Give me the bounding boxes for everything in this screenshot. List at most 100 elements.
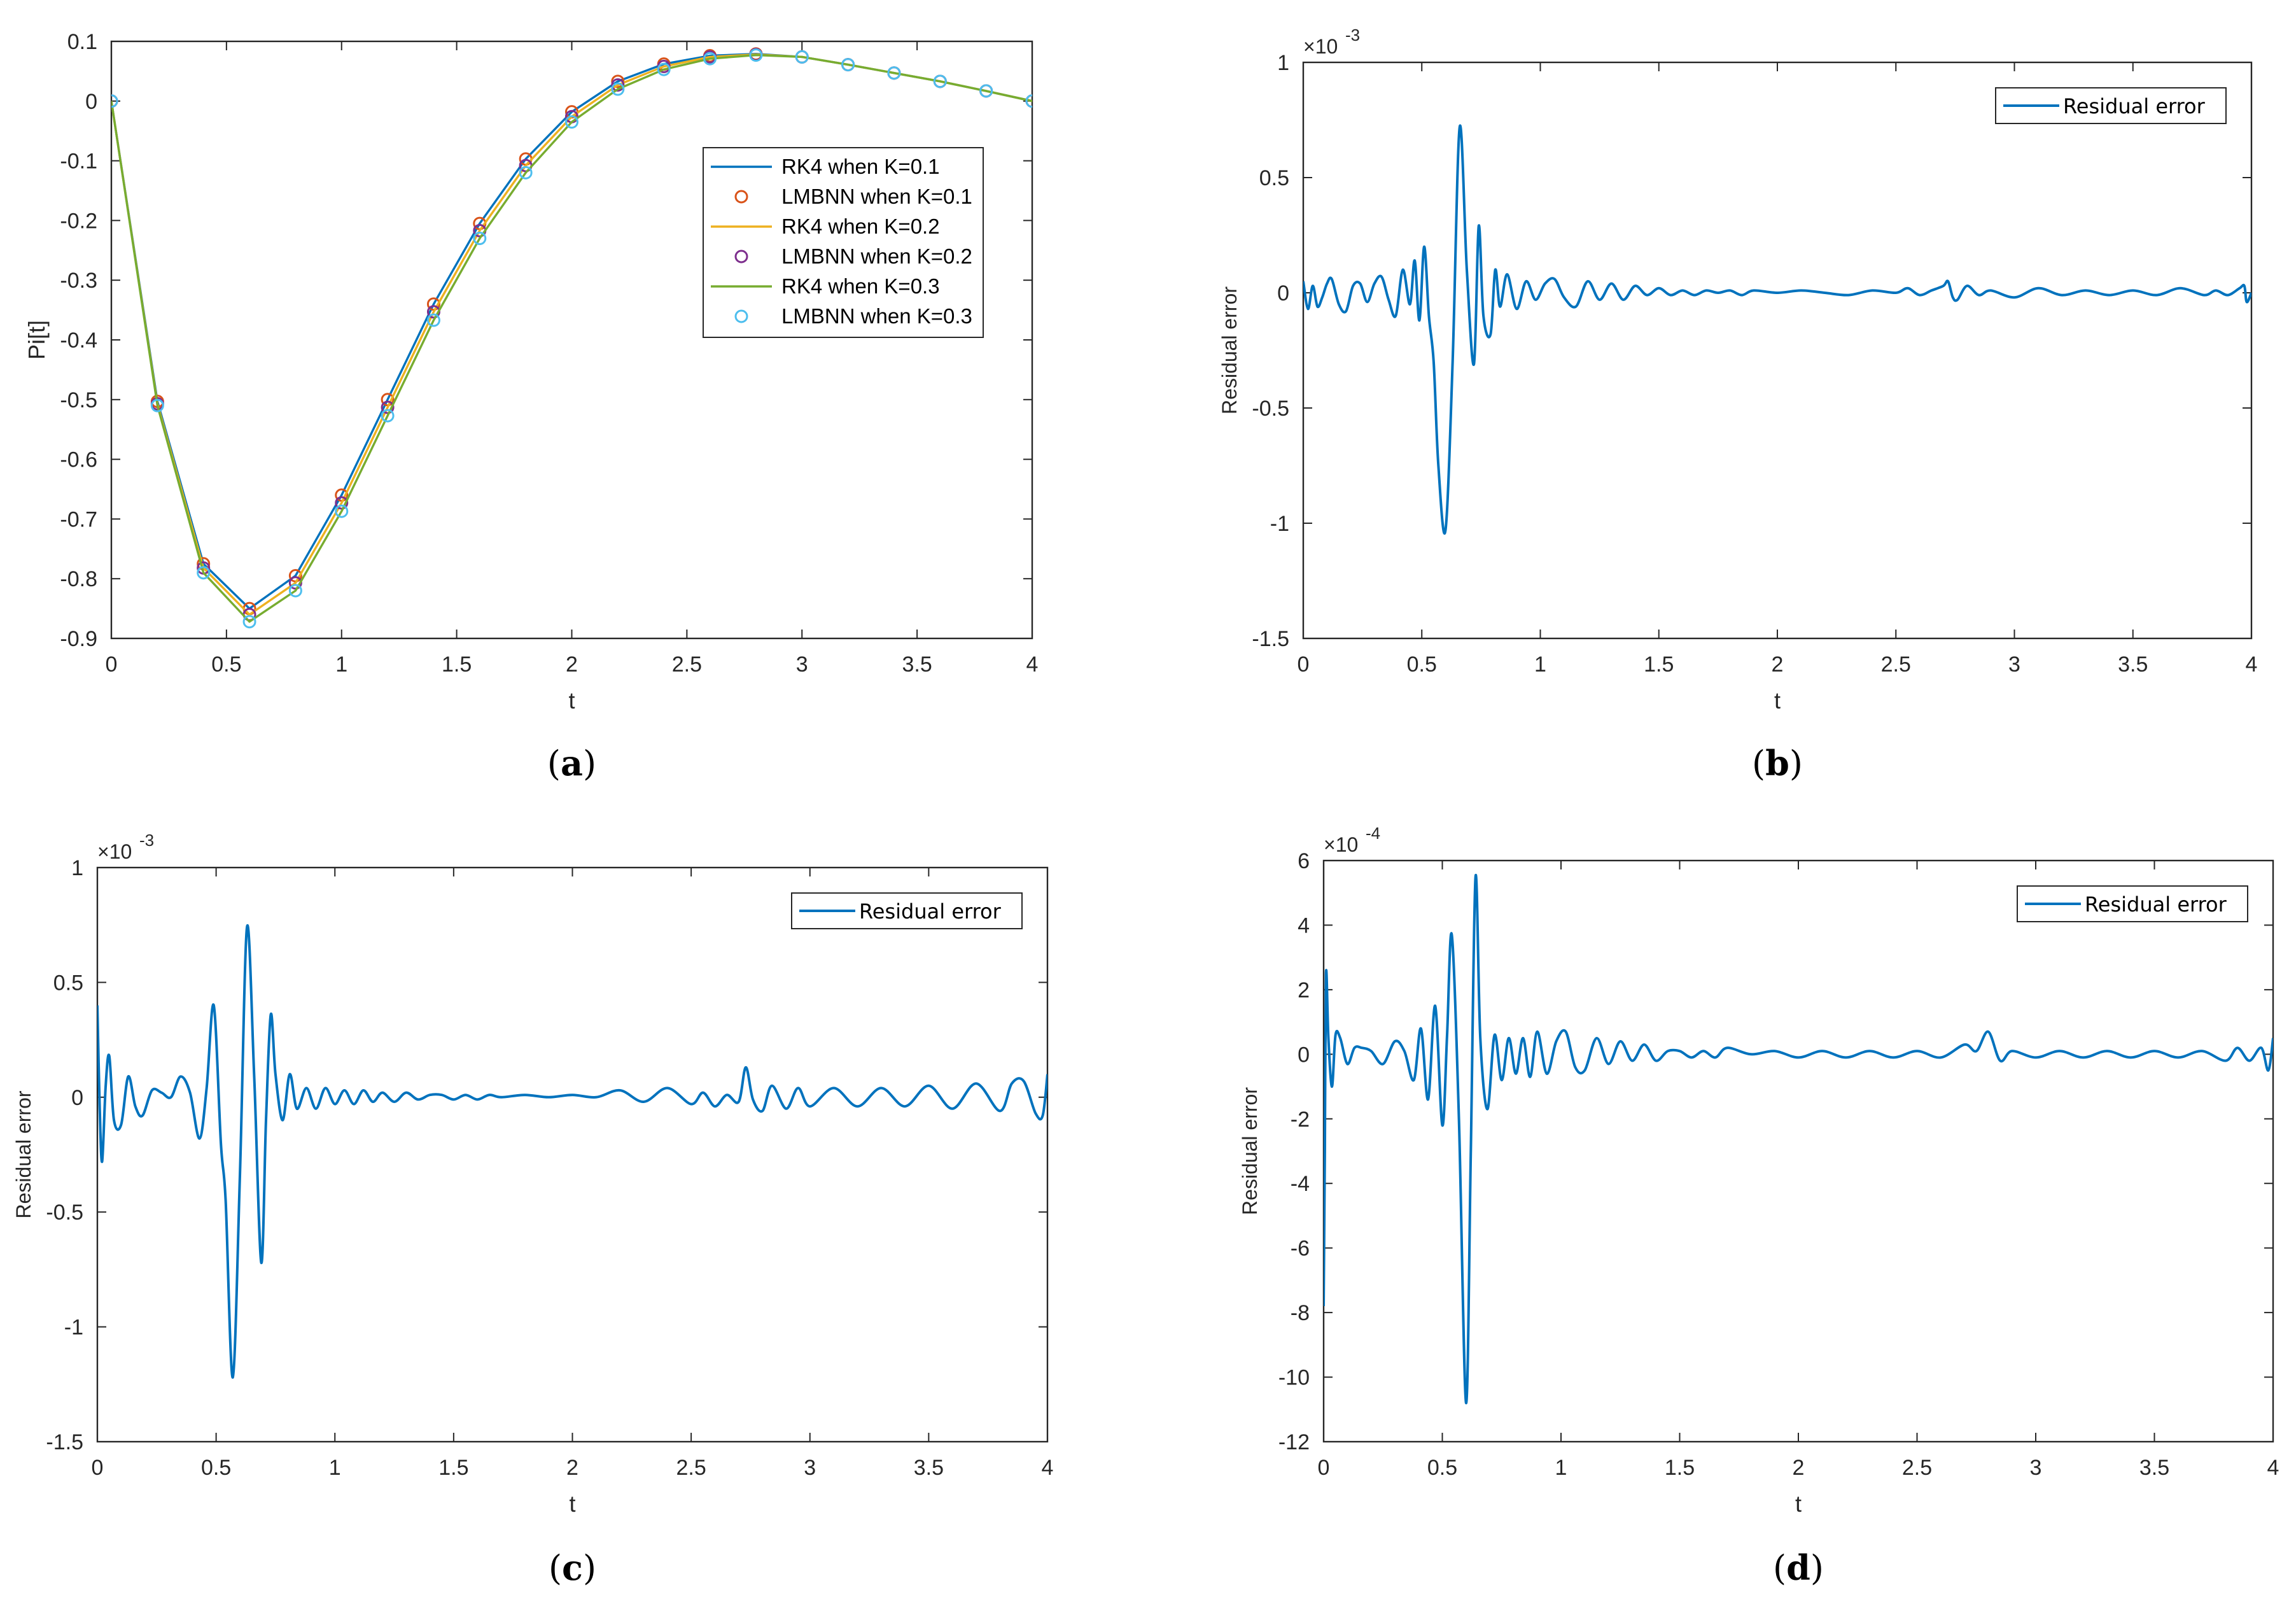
x-tick-label: 3 <box>2008 652 2020 677</box>
x-tick-label: 3.5 <box>902 652 932 677</box>
y-axis-label: Residual error <box>1218 286 1241 414</box>
data-point-lmbnn-k03 <box>657 62 671 76</box>
x-tick-label: 1 <box>1534 652 1546 677</box>
x-tick-label: 1 <box>329 1456 341 1480</box>
series-line-residual <box>1324 873 2273 1405</box>
data-point-lmbnn-k03 <box>335 504 349 518</box>
data-point-lmbnn-k02 <box>611 78 625 92</box>
x-tick-label: 2.5 <box>1902 1456 1932 1480</box>
axis-exponent-power: -4 <box>1366 824 1380 843</box>
data-layer <box>1324 873 2273 1405</box>
data-point-lmbnn-k03 <box>979 84 993 98</box>
y-tick-label: -1.5 <box>46 1430 83 1454</box>
series-line-residual <box>1303 124 2251 535</box>
x-tick-label: 0 <box>1298 652 1310 677</box>
x-tick-label: 2 <box>1793 1456 1805 1480</box>
data-point-lmbnn-k02 <box>335 496 349 510</box>
y-tick-label: 0 <box>71 1086 83 1110</box>
y-tick-label: 0 <box>1277 281 1289 306</box>
panel-caption: (b) <box>1752 743 1803 784</box>
legend-marker <box>734 190 748 204</box>
caption-paren-close: ) <box>583 743 596 784</box>
x-tick-label: 3.5 <box>2118 652 2148 677</box>
data-point-lmbnn-k03 <box>197 566 211 580</box>
legend-label: LMBNN when K=0.3 <box>781 304 972 328</box>
y-tick-label: -0.2 <box>60 209 97 233</box>
x-tick-label: 0.5 <box>211 652 241 677</box>
y-tick-label: -1 <box>64 1316 83 1340</box>
x-axis-label: t <box>569 1491 575 1517</box>
y-tick-label: 2 <box>1298 978 1310 1002</box>
x-tick-label: 1 <box>335 652 347 677</box>
data-point-lmbnn-k03 <box>381 409 395 423</box>
y-tick-label: -0.7 <box>60 507 97 531</box>
data-point-lmbnn-k03 <box>150 398 164 412</box>
legend-marker <box>734 250 748 264</box>
y-tick-label: 0 <box>85 90 97 114</box>
data-point-lmbnn-k03 <box>749 48 763 62</box>
y-tick-label: -1.5 <box>1252 627 1289 651</box>
y-tick-label: 6 <box>1298 849 1310 873</box>
x-tick-label: 0 <box>1318 1456 1330 1480</box>
legend-label: Residual error <box>2063 94 2206 118</box>
y-tick-label: -0.5 <box>46 1200 83 1225</box>
caption-paren-open: ( <box>1752 743 1765 784</box>
x-tick-label: 1 <box>1555 1456 1567 1480</box>
y-tick-label: 0 <box>1298 1043 1310 1067</box>
axis-exponent-power: -3 <box>1345 25 1360 45</box>
x-tick-label: 0.5 <box>1427 1456 1457 1480</box>
y-tick-label: 0.5 <box>53 971 83 995</box>
x-tick-label: 4 <box>1026 652 1039 677</box>
y-tick-label: 4 <box>1298 913 1310 938</box>
data-point-lmbnn-k03 <box>473 232 487 246</box>
caption-letter: c <box>562 1547 583 1588</box>
data-layer <box>111 47 1032 629</box>
caption-paren-close: ) <box>583 1548 596 1588</box>
legend-label: Residual error <box>859 899 1002 924</box>
plot-area <box>1322 859 2274 1443</box>
data-layer <box>97 924 1047 1379</box>
y-axis-label: Pi[t] <box>24 320 50 360</box>
x-tick-label: 2 <box>566 1456 578 1480</box>
data-point-lmbnn-k01 <box>611 74 625 88</box>
series-line-rk4-k03 <box>111 53 1032 623</box>
y-tick-label: -0.8 <box>60 567 97 591</box>
legend-label: RK4 when K=0.3 <box>781 274 940 298</box>
caption-paren-close: ) <box>1810 1548 1824 1588</box>
data-point-lmbnn-k03 <box>795 50 809 64</box>
y-tick-label: -0.4 <box>60 328 97 353</box>
x-tick-label: 3 <box>804 1456 816 1480</box>
caption-paren-open: ( <box>549 1548 562 1588</box>
legend-label: RK4 when K=0.1 <box>781 155 940 178</box>
x-tick-label: 3 <box>796 652 808 677</box>
data-point-lmbnn-k02 <box>381 400 395 414</box>
y-tick-label: -6 <box>1291 1237 1310 1261</box>
data-point-lmbnn-k03 <box>111 94 118 108</box>
y-tick-label: -0.5 <box>60 388 97 412</box>
data-point-lmbnn-k03 <box>887 66 901 80</box>
caption-letter: b <box>1765 743 1789 784</box>
y-axis-label: Residual error <box>1238 1087 1261 1215</box>
data-point-lmbnn-k03 <box>841 58 855 72</box>
x-tick-label: 2.5 <box>676 1456 706 1480</box>
data-point-lmbnn-k03 <box>1025 94 1032 108</box>
panel-d: 0 0.5 1 1.5 2 2.5 3 3.5 4 6 4 2 0 -2 -4 -6 -8 -10 -12 t Resi… <box>1238 824 2279 1588</box>
y-tick-label: 1 <box>71 856 83 880</box>
panel-a: 0 0.5 1 1.5 2 2.5 3 3.5 4 0.1 0 -0.1 -0.2 -0.3 -0.4 -0.… <box>24 30 1038 784</box>
legend-label: LMBNN when K=0.2 <box>781 244 972 268</box>
y-tick-label: -0.6 <box>60 448 97 472</box>
data-point-lmbnn-k03 <box>703 52 717 66</box>
x-tick-label: 0 <box>106 652 118 677</box>
caption-paren-open: ( <box>547 743 561 784</box>
x-tick-label: 1.5 <box>1644 652 1674 677</box>
caption-letter: d <box>1786 1547 1810 1588</box>
data-point-lmbnn-k03 <box>611 82 625 96</box>
y-tick-label: -0.5 <box>1252 397 1289 421</box>
data-point-lmbnn-k03 <box>933 74 947 88</box>
x-tick-label: 3.5 <box>2139 1456 2169 1480</box>
panel-caption: (d) <box>1773 1547 1824 1588</box>
axis-exponent: ×10 <box>1324 833 1358 856</box>
x-tick-label: 1.5 <box>438 1456 468 1480</box>
data-point-lmbnn-k03 <box>519 165 533 179</box>
plot-area <box>110 40 1033 640</box>
